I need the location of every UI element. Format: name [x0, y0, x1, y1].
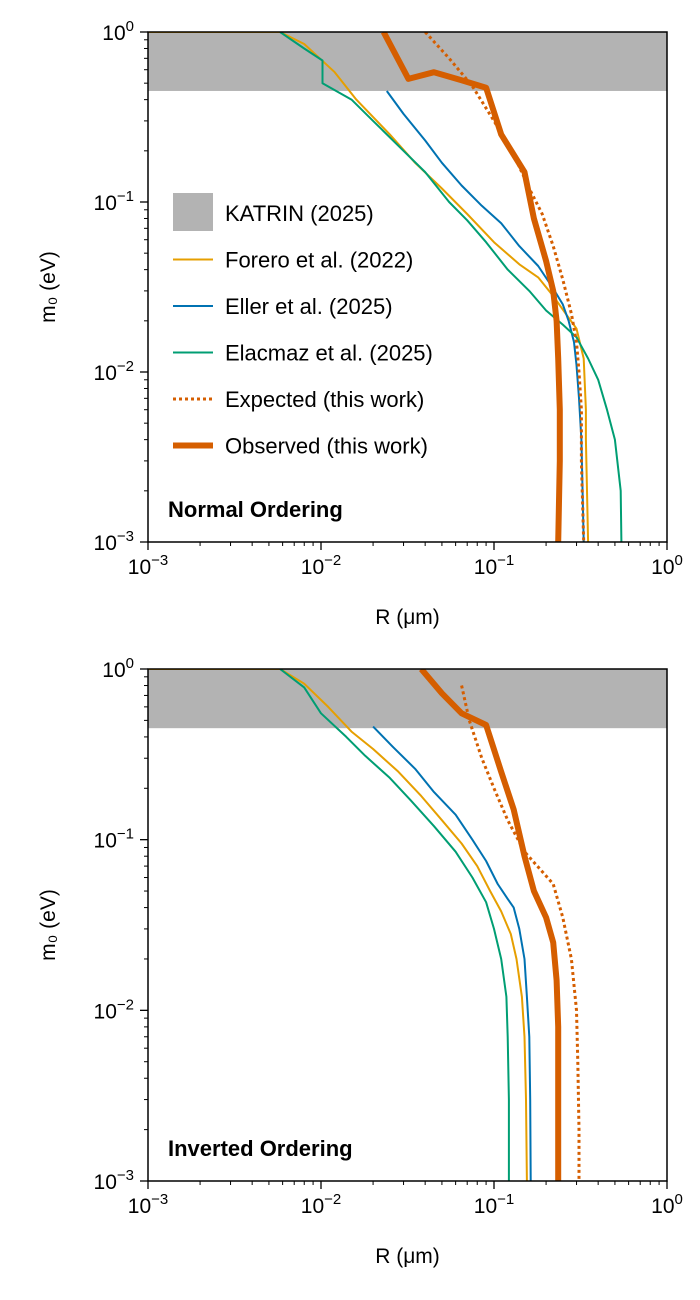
y-tick-label: 10−1 [94, 826, 134, 853]
x-tick-label-exp: −2 [324, 552, 341, 569]
x-tick-label: 10−2 [301, 552, 341, 579]
katrin-band [148, 669, 667, 729]
x-tick-label: 10−1 [474, 552, 514, 579]
y-tick-label-exp: 0 [126, 655, 134, 672]
y-axis-label: m₀ (eV) [37, 251, 60, 323]
x-tick-label: 100 [651, 1191, 683, 1218]
x-tick-label: 10−1 [474, 1191, 514, 1218]
x-tick-label-exp: −1 [497, 1191, 514, 1208]
legend-label: Elacmaz et al. (2025) [225, 341, 433, 366]
y-axis-label: m₀ (eV) [37, 889, 60, 961]
ordering-annotation: Normal Ordering [168, 497, 343, 522]
plot-frame [147, 668, 668, 1182]
y-tick-label-exp: −1 [117, 826, 134, 843]
x-tick-label-exp: −1 [497, 552, 514, 569]
x-tick-label-base: 10 [651, 556, 674, 579]
y-tick-label: 100 [102, 655, 134, 682]
x-tick-label-base: 10 [301, 1195, 324, 1218]
x-tick-label-exp: −3 [151, 552, 168, 569]
series-line-expected-this-work [460, 685, 581, 1181]
y-tick-label-exp: −2 [117, 996, 134, 1013]
y-tick-label-base: 10 [94, 1000, 117, 1023]
x-tick-label: 10−3 [128, 1191, 168, 1218]
y-tick-label: 10−2 [94, 996, 134, 1023]
x-tick-label-exp: 0 [675, 552, 683, 569]
x-tick-label-base: 10 [474, 556, 497, 579]
legend: KATRIN (2025) Forero et al. (2022) Eller e… [173, 193, 433, 459]
y-tick-label-base: 10 [94, 362, 117, 385]
y-tick-label: 10−3 [94, 528, 134, 555]
series-line-observed-this-work [380, 32, 563, 542]
x-tick-label-base: 10 [128, 1195, 151, 1218]
x-tick-label-base: 10 [474, 1195, 497, 1218]
ordering-annotation: Inverted Ordering [168, 1136, 353, 1161]
x-tick-label-base: 10 [651, 1195, 674, 1218]
y-tick-label-exp: −1 [117, 188, 134, 205]
legend-label: Expected (this work) [225, 387, 424, 412]
x-tick-label: 10−2 [301, 1191, 341, 1218]
series-line-eller-et-al-2025 [372, 725, 532, 1181]
legend-label: KATRIN (2025) [225, 201, 374, 226]
y-tick-label-exp: 0 [126, 18, 134, 35]
legend-label: Eller et al. (2025) [225, 294, 393, 319]
y-tick-label-base: 10 [102, 659, 125, 682]
x-tick-label-base: 10 [128, 556, 151, 579]
series-line-elacmaz-et-al-2025 [279, 669, 510, 1181]
y-tick-label-base: 10 [94, 192, 117, 215]
x-tick-label: 100 [651, 552, 683, 579]
y-tick-label: 100 [102, 18, 134, 45]
y-tick-label-base: 10 [102, 22, 125, 45]
x-axis-label: R (μm) [375, 606, 440, 629]
x-tick-label-base: 10 [301, 556, 324, 579]
y-tick-label-base: 10 [94, 1171, 117, 1194]
x-tick-label: 10−3 [128, 552, 168, 579]
plot-frame [147, 31, 668, 543]
series-line-forero-et-al-2022 [148, 669, 528, 1181]
series-line-elacmaz-et-al-2025 [279, 32, 623, 542]
y-tick-label: 10−2 [94, 358, 134, 385]
x-axis-label: R (μm) [375, 1245, 440, 1268]
y-tick-label-exp: −3 [117, 528, 134, 545]
y-tick-label-exp: −3 [117, 1167, 134, 1184]
legend-label: Forero et al. (2022) [225, 248, 413, 273]
series-line-expected-this-work [424, 32, 586, 542]
series-group [148, 32, 623, 542]
y-tick-label-exp: −2 [117, 358, 134, 375]
legend-swatch-katrin [173, 193, 213, 231]
x-tick-label-exp: −2 [324, 1191, 341, 1208]
y-tick-label-base: 10 [94, 830, 117, 853]
katrin-band [148, 32, 667, 91]
y-tick-label: 10−1 [94, 188, 134, 215]
legend-label: Observed (this work) [225, 434, 428, 459]
series-line-observed-this-work [419, 669, 562, 1181]
series-line-forero-et-al-2022 [148, 32, 590, 542]
y-tick-label: 10−3 [94, 1167, 134, 1194]
series-group [148, 669, 581, 1181]
x-tick-label-exp: −3 [151, 1191, 168, 1208]
y-tick-label-base: 10 [94, 532, 117, 555]
x-tick-label-exp: 0 [675, 1191, 683, 1208]
series-line-eller-et-al-2025 [385, 90, 585, 542]
